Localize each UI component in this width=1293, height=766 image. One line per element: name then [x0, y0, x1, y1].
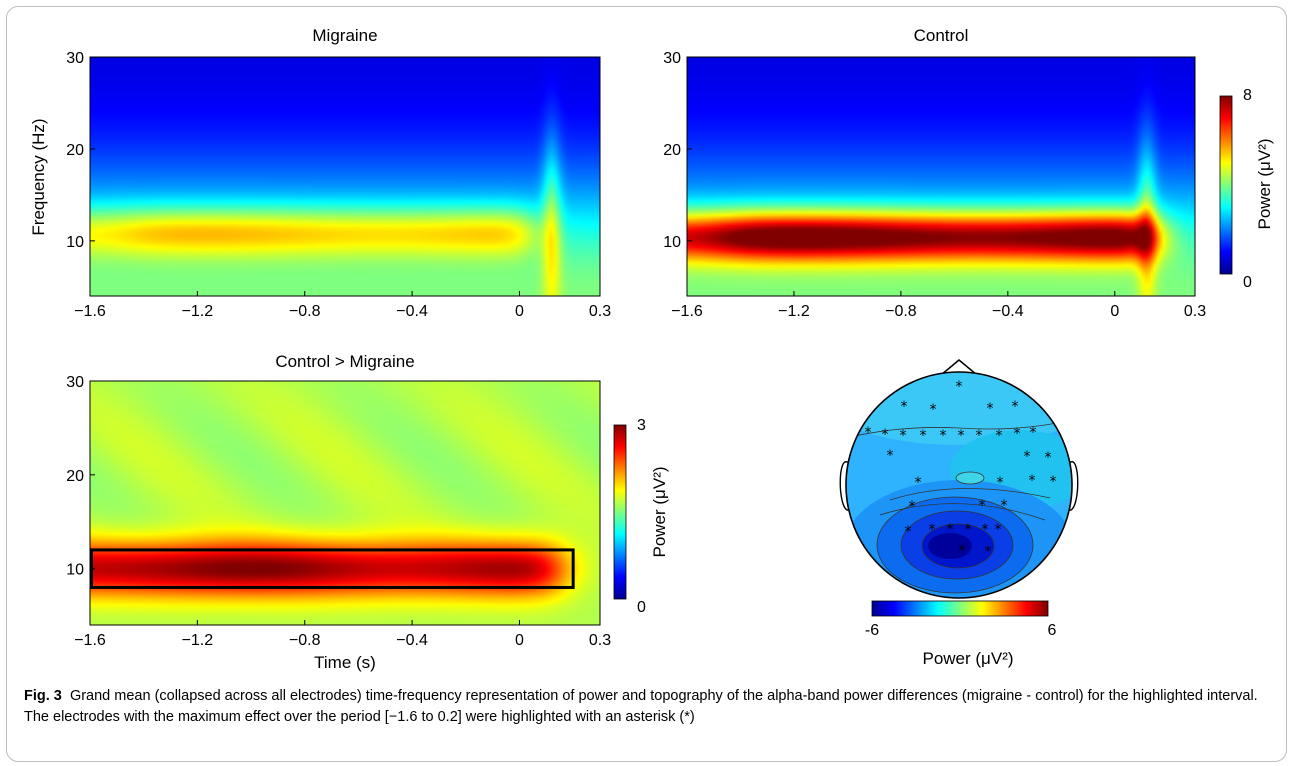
axis-ticks: −1.6 −1.2 −0.8 −0.4 0 0.3 10 20 30: [66, 374, 611, 649]
x-tick-label: 0: [515, 303, 524, 320]
electrode-asterisk: *: [979, 498, 986, 514]
electrode-asterisk: *: [909, 499, 916, 515]
electrode-asterisk: *: [982, 522, 989, 538]
x-tick-label: −1.6: [74, 303, 106, 320]
x-tick-label: 0.3: [1184, 303, 1206, 320]
y-tick-label: 10: [663, 234, 681, 251]
electrode-asterisk: *: [996, 428, 1003, 444]
panel-control-gt-migraine: Control > Migraine −1.6 −1.2 −0.8 −0.4 0 0.3 1…: [66, 352, 669, 672]
electrode-asterisk: *: [901, 399, 908, 415]
x-tick-label: −1.2: [182, 303, 214, 320]
colorbar-label: Power (μV²): [922, 649, 1013, 668]
x-tick-label: 0: [515, 632, 524, 649]
electrode-asterisk: *: [985, 544, 992, 560]
caption-text: Grand mean (collapsed across all electro…: [24, 688, 1258, 725]
x-tick-label: 0.3: [589, 303, 611, 320]
y-tick-label: 30: [66, 50, 84, 67]
axes-frame: [89, 56, 601, 297]
topomap-fill: [846, 372, 1072, 598]
colorbar-tick: -6: [865, 622, 879, 639]
y-tick-label: 20: [66, 142, 84, 159]
x-tick-label: −0.8: [885, 303, 917, 320]
electrode-asterisk: *: [1001, 498, 1008, 514]
panel-title: Control: [914, 26, 969, 45]
heatmap-image: [90, 381, 600, 625]
y-tick-label: 20: [66, 468, 84, 485]
electrode-asterisk: *: [956, 379, 963, 395]
electrode-asterisk: *: [1050, 474, 1057, 490]
x-tick-label: −1.2: [778, 303, 810, 320]
electrode-asterisk: *: [882, 427, 889, 443]
electrode-asterisk: *: [965, 522, 972, 538]
x-tick-label: −0.4: [992, 303, 1024, 320]
axis-ticks: −1.6 −1.2 −0.8 −0.4 0 0.3 10 20 30: [66, 50, 611, 320]
electrode-asterisk: *: [1012, 399, 1019, 415]
panel-title: Migraine: [312, 26, 377, 45]
x-tick-label: −1.2: [182, 632, 214, 649]
x-tick-label: 0.3: [589, 632, 611, 649]
colorbar-tick: 0: [1243, 274, 1252, 291]
head-outline: [845, 371, 1073, 599]
panel-topography: ** * * ** * * * * * * * * ** * ** **** * ** * * * *** * -6 6 P…: [839, 359, 1079, 668]
y-tick-label: 30: [663, 50, 681, 67]
electrode-asterisk: *: [865, 425, 872, 441]
electrode-asterisk: *: [947, 522, 954, 538]
x-tick-label: −0.4: [396, 303, 428, 320]
electrode-asterisk: *: [997, 475, 1004, 491]
panel-title: Control > Migraine: [275, 352, 414, 371]
caption-label: Fig. 3: [24, 688, 62, 704]
panel-control: Control −1.6 −1.2 −0.8 −0.4 0 0.3 10 20 30 8 0 P…: [663, 26, 1274, 320]
x-tick-label: −1.6: [671, 303, 703, 320]
colorbar: [1219, 95, 1233, 275]
colorbar-tick: 3: [637, 417, 646, 434]
heatmap-image: [687, 57, 1195, 296]
axes-frame: [89, 380, 601, 626]
colorbar-label: Power (μV²): [1255, 138, 1274, 229]
electrode-asterisk: *: [900, 428, 907, 444]
x-axis-label: Time (s): [314, 653, 376, 672]
panel-migraine: Migraine −1.6 −1.2 −0.8 −0.4 0 0.3 10 20 30 Freq…: [29, 26, 611, 320]
electrode-asterisk: *: [987, 401, 994, 417]
heatmap-image: [90, 57, 600, 296]
figure-caption: Fig. 3 Grand mean (collapsed across all …: [24, 686, 1268, 728]
electrode-asterisk: *: [995, 522, 1002, 538]
x-tick-label: −0.8: [289, 632, 321, 649]
electrode-asterisk: *: [930, 402, 937, 418]
electrode-asterisk: *: [940, 428, 947, 444]
axis-ticks: −1.6 −1.2 −0.8 −0.4 0 0.3 10 20 30: [663, 50, 1206, 320]
electrode-asterisk: *: [958, 428, 965, 444]
axes-frame: [686, 56, 1196, 297]
y-tick-label: 20: [663, 142, 681, 159]
colorbar-tick: 6: [1048, 622, 1057, 639]
electrode-markers: ** * * ** * * * * * * * * ** * ** **** * ** * * * *** *: [865, 379, 1057, 560]
x-tick-label: −0.8: [289, 303, 321, 320]
colorbar-tick: 0: [637, 599, 646, 616]
electrode-asterisk: *: [976, 428, 983, 444]
electrode-asterisk: *: [1029, 473, 1036, 489]
x-tick-label: −0.4: [396, 632, 428, 649]
colorbar-tick: 8: [1243, 87, 1252, 104]
y-axis-label: Frequency (Hz): [29, 118, 48, 235]
y-tick-label: 10: [66, 234, 84, 251]
colorbar: [613, 424, 627, 600]
electrode-asterisk: *: [1014, 426, 1021, 442]
colorbar-label: Power (μV²): [650, 466, 669, 557]
x-tick-label: 0: [1110, 303, 1119, 320]
electrode-asterisk: *: [1024, 449, 1031, 465]
electrode-asterisk: *: [920, 428, 927, 444]
y-tick-label: 10: [66, 562, 84, 579]
head-nose: [940, 359, 978, 376]
electrode-asterisk: *: [887, 448, 894, 464]
electrode-asterisk: *: [959, 543, 966, 559]
colorbar: [871, 600, 1049, 617]
electrode-asterisk: *: [1045, 450, 1052, 466]
electrode-asterisk: *: [929, 522, 936, 538]
y-tick-label: 30: [66, 374, 84, 391]
electrode-asterisk: *: [915, 475, 922, 491]
electrode-asterisk: *: [1030, 425, 1037, 441]
electrode-asterisk: *: [905, 524, 912, 540]
x-tick-label: −1.6: [74, 632, 106, 649]
